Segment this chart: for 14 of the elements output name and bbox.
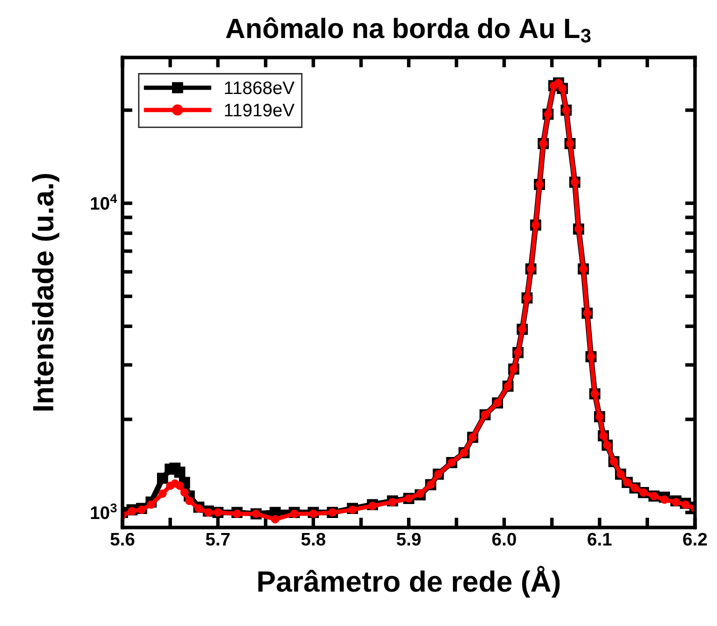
y-axis-title: Intensidade (u.a.) (32, 174, 60, 410)
x-tick-label: 5.7 (206, 533, 230, 546)
legend-label: 11919eV (224, 104, 294, 116)
x-tick-label: 5.9 (396, 532, 421, 546)
y-tick-label: 10$^{3}$ (90, 503, 117, 520)
x-tick-label: 6.1 (588, 532, 612, 546)
y-tick-label: 10$^{4}$ (90, 194, 118, 210)
x-tick-label: 6.2 (683, 532, 707, 546)
x-tick-label: 6.0 (492, 532, 516, 546)
x-axis-title: Parâmetro de rede (Å) (258, 566, 560, 598)
x-tick-label: 5.8 (301, 532, 326, 546)
legend-label: 11868eV (224, 81, 294, 94)
chart-title: Anômalo na borda do Au L$_{3}$ (226, 17, 591, 43)
x-tick-label: 5.6 (110, 532, 134, 546)
